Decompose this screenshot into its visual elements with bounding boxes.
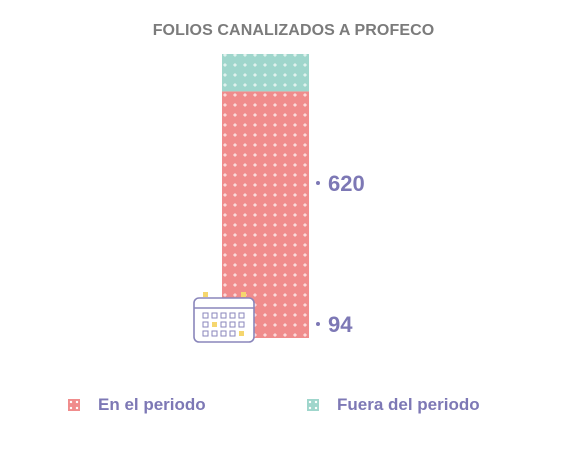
bar-pattern-en-el-periodo [222,91,309,338]
bar-pattern-fuera-del-periodo [222,54,309,92]
legend-item-en-el-periodo: En el periodo [68,393,206,417]
legend-label-en-el-periodo: En el periodo [98,395,206,414]
value-marker-fuera-del-periodo [316,322,320,326]
legend-label-fuera-del-periodo: Fuera del periodo [337,395,480,414]
data-label-fuera-del-periodo: 94 [328,312,353,337]
chart-title: FOLIOS CANALIZADOS A PROFECO [152,22,435,39]
calendar-icon [193,292,255,343]
legend-swatch-en-el-periodo [68,399,80,411]
legend-item-fuera-del-periodo: Fuera del periodo [307,393,480,417]
data-label-en-el-periodo: 620 [328,171,365,196]
legend-swatch-fuera-del-periodo [307,399,319,411]
value-marker-en-el-periodo [316,181,320,185]
